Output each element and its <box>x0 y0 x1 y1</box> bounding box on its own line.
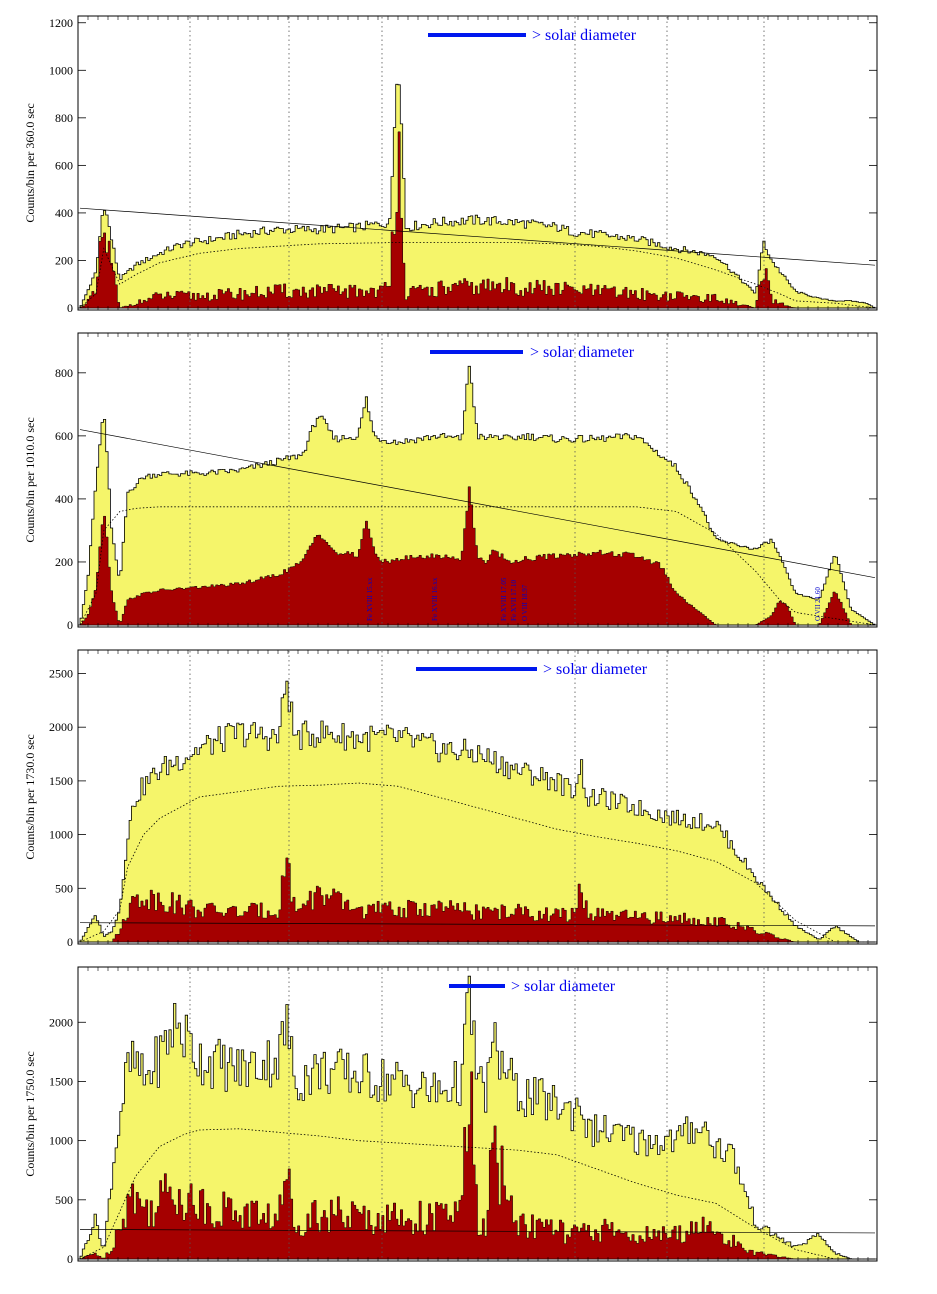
total-counts-histogram <box>79 365 876 626</box>
model-curve <box>79 1128 875 1260</box>
y-tick-label: 400 <box>55 206 73 220</box>
y-tick-label: 1000 <box>49 63 73 77</box>
panel-3: 0 500 1000 1500 2000 2500 Counts/bin per 1730.… <box>23 649 878 949</box>
y-tick-label: 1500 <box>49 1074 73 1088</box>
y-tick-label: 600 <box>55 158 73 172</box>
solar-diameter-label: > solar diameter <box>511 978 616 995</box>
y-axis-label: Counts/bin per 1750.0 sec <box>23 1051 37 1176</box>
y-axis-label: Counts/bin per 360.0 sec <box>23 103 37 222</box>
y-tick-label: 800 <box>55 366 73 380</box>
panel-1: 0 200 400 600 800 1000 1200 Counts/bin per 360.… <box>23 15 878 315</box>
y-tick-label: 500 <box>55 881 73 895</box>
y-tick-label: 200 <box>55 253 73 267</box>
y-tick-label: 400 <box>55 492 73 506</box>
component-counts-histogram <box>79 131 875 309</box>
total-counts-histogram <box>79 680 875 943</box>
y-tick-label: 0 <box>67 301 73 315</box>
solar-diameter-label: > solar diameter <box>543 661 648 678</box>
background-line <box>79 922 876 927</box>
y-tick-label: 1000 <box>49 828 73 842</box>
component-counts-histogram <box>80 857 875 943</box>
y-tick-label: 500 <box>55 1193 73 1207</box>
y-axis-label: Counts/bin per 1010.0 sec <box>23 417 37 542</box>
y-axis-label: Counts/bin per 1730.0 sec <box>23 734 37 859</box>
y-tick-label: 600 <box>55 429 73 443</box>
solar-diameter-label: > solar diameter <box>532 27 637 44</box>
y-tick-label: 2000 <box>49 720 73 734</box>
y-tick-label: 800 <box>55 111 73 125</box>
y-tick-label: 0 <box>67 618 73 632</box>
y-tick-label: 0 <box>67 1252 73 1266</box>
total-counts-histogram <box>79 975 875 1260</box>
total-counts-histogram <box>79 83 876 309</box>
line-annotation: O VIII 18.97 <box>521 584 529 621</box>
solar-diameter-label: > solar diameter <box>530 344 635 361</box>
panel-4: 0 500 1000 1500 2000 Counts/bin per 1750.0 se… <box>23 966 878 1266</box>
y-tick-label: 200 <box>55 555 73 569</box>
line-annotation: O VII 21.60 <box>814 587 822 621</box>
y-tick-label: 2000 <box>49 1015 73 1029</box>
background-line <box>79 207 876 266</box>
component-counts-histogram <box>79 486 875 626</box>
model-curve <box>79 782 875 943</box>
component-counts-histogram <box>79 1071 875 1260</box>
y-tick-label: 1500 <box>49 774 73 788</box>
line-annotation: Fe XVII 17.10 <box>510 579 518 621</box>
line-annotation: Fe XVIII 17.05 <box>500 577 508 621</box>
background-line <box>79 429 876 579</box>
background-line <box>79 1229 876 1234</box>
line-annotation: Fe XVIII 16.xx <box>431 577 439 621</box>
y-tick-label: 0 <box>67 935 73 949</box>
y-tick-label: 1000 <box>49 1134 73 1148</box>
line-annotation: Fe XVIII 15.xx <box>366 577 374 621</box>
y-tick-label: 1200 <box>49 16 73 30</box>
y-tick-label: 2500 <box>49 666 73 680</box>
panel-2: 0 200 400 600 800 Counts/bin per 1010.0 sec > … <box>23 332 878 632</box>
